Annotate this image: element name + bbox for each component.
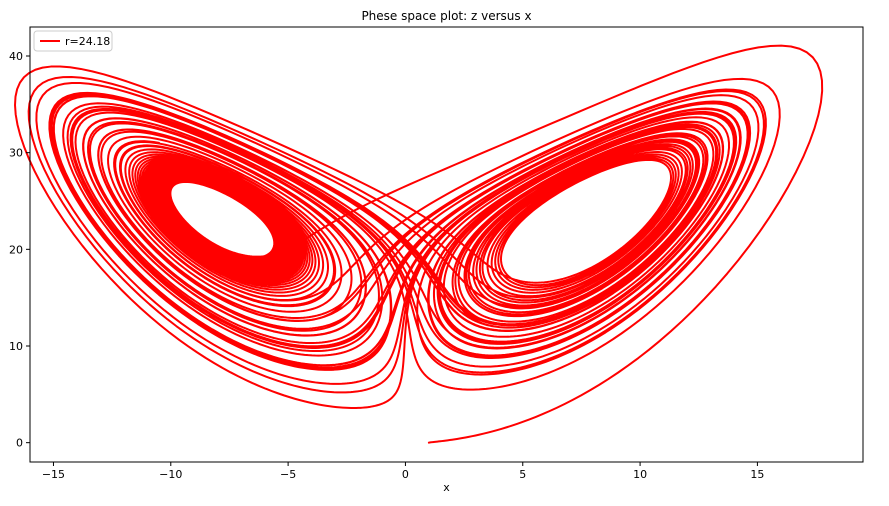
legend-label: r=24.18 [65,35,110,48]
y-axis-ticks: 0 10 20 30 40 [9,50,30,450]
y-tick-label: 40 [9,50,23,63]
x-tick-label: 5 [519,468,526,481]
y-tick-label: 10 [9,340,23,353]
x-axis-ticks: −15 −10 −5 0 5 10 15 [42,462,764,481]
x-tick-label: 15 [750,468,764,481]
x-tick-label: −10 [159,468,182,481]
x-tick-label: −15 [42,468,65,481]
x-axis-label: x [443,481,450,494]
y-tick-label: 20 [9,243,23,256]
legend-box [33,30,113,52]
plot-area [14,26,864,463]
y-tick-label: 0 [16,437,23,450]
x-tick-label: 10 [633,468,647,481]
chart-title: Phese space plot: z versus x [361,9,531,23]
series-line-r-24-18 [14,44,824,444]
x-tick-label: −5 [280,468,296,481]
legend: r=24.18 [33,30,113,52]
y-tick-label: 30 [9,147,23,160]
axes-frame [29,26,864,463]
x-tick-label: 0 [402,468,409,481]
